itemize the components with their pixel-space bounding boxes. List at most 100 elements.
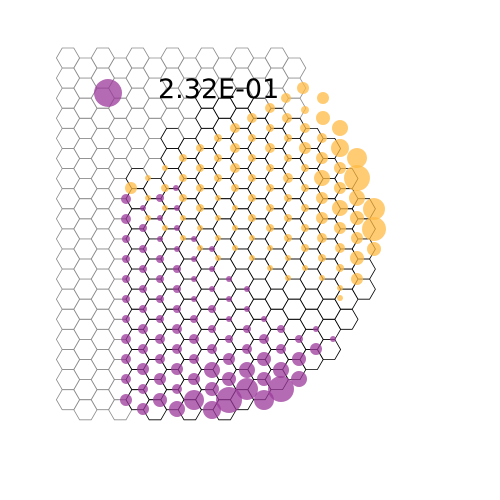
positive-bubble	[336, 264, 344, 272]
positive-bubble	[179, 194, 187, 202]
hex-cell	[125, 127, 150, 149]
positive-bubble	[301, 164, 309, 172]
negative-bubble	[155, 354, 165, 364]
negative-bubble	[242, 344, 252, 354]
negative-bubble	[209, 266, 215, 272]
hex-cell	[90, 188, 115, 210]
negative-bubble	[216, 387, 242, 413]
hex-cell	[160, 107, 185, 129]
positive-bubble	[162, 225, 168, 231]
negative-bubble	[122, 295, 130, 303]
hex-cell	[212, 278, 237, 300]
negative-bubble	[184, 390, 204, 410]
hex-cell	[229, 47, 255, 69]
negative-bubble	[122, 275, 130, 283]
positive-bubble	[179, 174, 187, 182]
hex-cell	[73, 338, 98, 360]
negative-bubble	[295, 335, 303, 343]
positive-bubble	[316, 212, 328, 224]
positive-bubble	[301, 244, 309, 252]
hex-cell	[247, 298, 272, 320]
hex-cell	[282, 278, 307, 300]
negative-bubble	[139, 224, 147, 232]
negative-bubble	[191, 276, 197, 282]
hex-cell	[160, 288, 185, 310]
negative-bubble	[154, 373, 166, 385]
hex-cell	[55, 369, 81, 391]
positive-bubble	[162, 205, 168, 211]
positive-bubble	[248, 214, 256, 222]
hex-cell	[73, 399, 98, 421]
hex-cell	[73, 238, 98, 260]
negative-bubble	[138, 324, 148, 334]
positive-bubble	[145, 175, 151, 181]
positive-bubble	[347, 148, 367, 168]
hex-cell	[55, 188, 81, 210]
negative-bubble	[188, 373, 200, 385]
positive-bubble	[215, 195, 221, 201]
negative-bubble	[139, 265, 147, 273]
positive-bubble	[197, 225, 203, 231]
hex-cell	[108, 137, 133, 159]
positive-bubble	[316, 152, 328, 164]
positive-bubble	[363, 198, 385, 220]
hex-cell	[55, 389, 81, 411]
negative-bubble	[94, 79, 122, 107]
bubble-layer	[94, 79, 386, 419]
hex-cell	[73, 97, 98, 119]
negative-bubble	[276, 344, 286, 354]
hex-cell	[73, 278, 98, 300]
positive-bubble	[302, 265, 308, 271]
negative-bubble	[226, 276, 232, 282]
positive-bubble	[334, 222, 346, 234]
positive-bubble	[284, 194, 292, 202]
hex-cell	[142, 137, 168, 159]
negative-bubble	[156, 315, 164, 323]
hex-cell	[73, 137, 98, 159]
hex-cell	[125, 107, 150, 129]
hex-cell	[73, 178, 98, 200]
positive-bubble	[362, 217, 386, 241]
positive-bubble	[215, 215, 221, 221]
hex-cell	[90, 148, 115, 169]
hex-cell	[264, 288, 289, 310]
hex-cell	[90, 168, 115, 190]
positive-bubble	[301, 224, 309, 232]
negative-bubble	[139, 285, 147, 293]
positive-bubble	[301, 184, 309, 192]
hex-cell	[90, 308, 115, 330]
negative-bubble	[207, 344, 217, 354]
positive-bubble	[215, 255, 221, 261]
hex-cell	[247, 278, 272, 300]
negative-bubble	[259, 334, 269, 344]
negative-bubble	[310, 343, 322, 355]
positive-bubble	[145, 215, 151, 221]
hex-cell	[177, 298, 202, 320]
hex-cell	[125, 148, 150, 169]
positive-bubble	[334, 162, 346, 174]
hex-cell	[351, 278, 376, 300]
hex-cell	[299, 308, 324, 330]
positive-bubble	[284, 154, 292, 162]
positive-bubble	[299, 142, 311, 154]
hex-cell	[108, 57, 133, 79]
hex-cell	[55, 288, 81, 310]
hex-cell	[73, 57, 98, 79]
negative-bubble	[244, 286, 250, 292]
negative-bubble	[122, 315, 130, 323]
negative-bubble	[330, 336, 336, 342]
positive-bubble	[283, 173, 293, 183]
hex-cell	[177, 278, 202, 300]
negative-bubble	[222, 372, 236, 386]
hex-cell	[90, 228, 115, 250]
hex-cell	[264, 268, 289, 290]
hex-cell	[195, 47, 220, 69]
negative-bubble	[157, 215, 163, 221]
negative-bubble	[173, 265, 181, 273]
negative-bubble	[209, 246, 215, 252]
positive-bubble	[284, 214, 292, 222]
negative-bubble	[291, 371, 307, 387]
negative-bubble	[155, 334, 165, 344]
negative-bubble	[137, 403, 149, 415]
hex-cell	[55, 47, 81, 69]
